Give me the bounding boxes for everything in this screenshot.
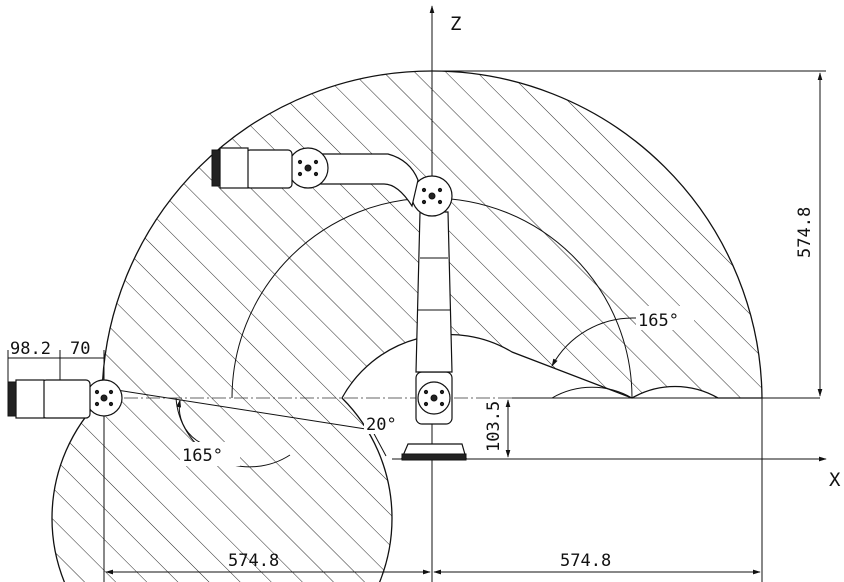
height-dimension-label: 574.8 <box>795 207 815 258</box>
z-axis-label: Z <box>450 13 461 35</box>
angle-left-label: 165° <box>182 446 223 466</box>
angle-lower-label: 20° <box>366 415 397 435</box>
robot-forearm-raised <box>211 147 419 208</box>
robot-base <box>401 371 467 461</box>
angle-annotations: 165° 165° 20° <box>176 306 694 466</box>
robot-upper-arm <box>411 175 453 373</box>
flange-dimensions: 98.2 70 <box>7 339 105 384</box>
flange-dimension-2: 70 <box>70 339 90 359</box>
x-axis: X <box>392 456 841 491</box>
angle-right-label: 165° <box>638 311 679 331</box>
base-offset-dimension: 103.5 <box>484 399 511 458</box>
robot-forearm-extended <box>7 379 123 419</box>
base-offset-label: 103.5 <box>484 401 504 452</box>
flange-dimension-1: 98.2 <box>10 339 51 359</box>
left-reach-label: 574.8 <box>228 551 279 571</box>
right-reach-label: 574.8 <box>560 551 611 571</box>
bottom-dimensions: 574.8 574.8 <box>103 398 763 582</box>
reference-lines <box>102 70 826 457</box>
height-dimension: 574.8 <box>795 72 823 397</box>
x-axis-label: X <box>829 469 841 491</box>
